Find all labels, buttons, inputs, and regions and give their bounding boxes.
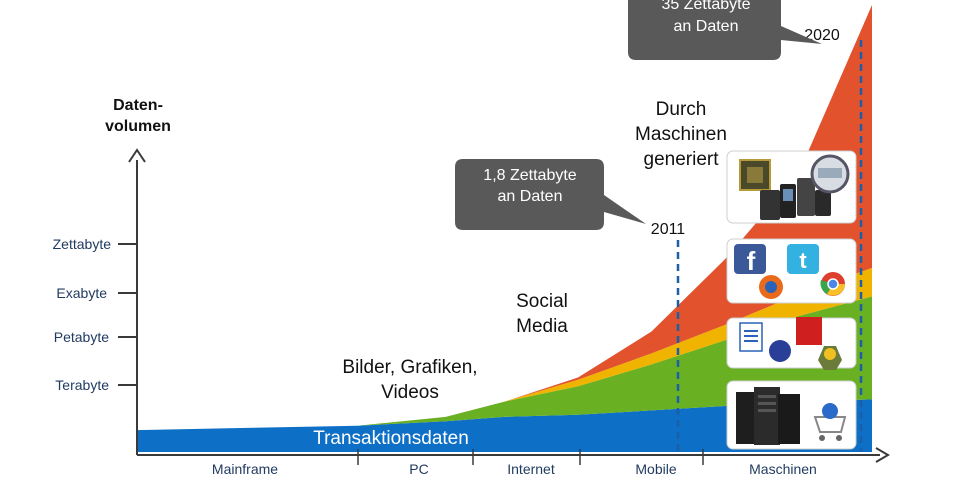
- x-axis-arrow: [875, 447, 890, 463]
- callout-2011: 1,8 Zettabyte an Daten: [455, 159, 646, 230]
- era-label-internet: Internet: [507, 461, 555, 477]
- devices-icon: [726, 150, 857, 224]
- era-label-mainframe: Mainframe: [212, 461, 278, 477]
- y-axis-title-line-1: Daten-: [113, 97, 163, 114]
- series-label-bilder-line-2: Videos: [381, 382, 439, 403]
- svg-text:f: f: [747, 246, 756, 276]
- series-label-maschinen-line-1: Durch: [656, 99, 707, 120]
- y-axis-title-line-2: volumen: [105, 118, 171, 135]
- y-tick-label-zettabyte: Zettabyte: [53, 236, 112, 252]
- era-label-maschinen: Maschinen: [749, 461, 817, 477]
- series-label-maschinen-line-3: generiert: [644, 149, 720, 170]
- series-label-social-line-1: Social: [516, 291, 568, 312]
- y-tick-label-terabyte: Terabyte: [55, 377, 109, 393]
- callout-bubble: [628, 0, 822, 60]
- callout-2020: 35 Zettabyte an Daten: [628, 0, 822, 60]
- y-tick-label-petabyte: Petabyte: [54, 329, 109, 345]
- era-label-mobile: Mobile: [635, 461, 676, 477]
- marker-year-2020: 2020: [804, 27, 840, 44]
- social-logos-icon: f t: [726, 238, 857, 304]
- callout-text-line-2: an Daten: [498, 188, 563, 205]
- series-label-maschinen-line-2: Maschinen: [635, 124, 727, 145]
- callout-text-line-1: 1,8 Zettabyte: [483, 167, 576, 184]
- callout-bubble: [455, 159, 646, 230]
- callout-text-line-2: an Daten: [674, 18, 739, 35]
- series-label-transaktionsdaten: Transaktionsdaten: [313, 428, 469, 449]
- marker-year-2011: 2011: [651, 221, 686, 238]
- area-bilder-grafiken-videos: [137, 296, 872, 431]
- document-files-icon: [726, 317, 857, 370]
- y-ticks: Terabyte Petabyte Exabyte Zettabyte: [53, 236, 137, 393]
- callout-text-line-1: 35 Zettabyte: [662, 0, 751, 13]
- svg-text:t: t: [799, 248, 807, 273]
- y-axis-arrow: [128, 148, 146, 163]
- area-transaktionsdaten: [137, 399, 872, 452]
- area-maschinen-generiert: [137, 5, 872, 431]
- y-tick-label-exabyte: Exabyte: [56, 285, 107, 301]
- series-label-social-line-2: Media: [516, 316, 568, 337]
- era-label-pc: PC: [409, 461, 428, 477]
- server-rack-icon: [726, 380, 857, 450]
- series-label-bilder-line-1: Bilder, Grafiken,: [342, 357, 477, 378]
